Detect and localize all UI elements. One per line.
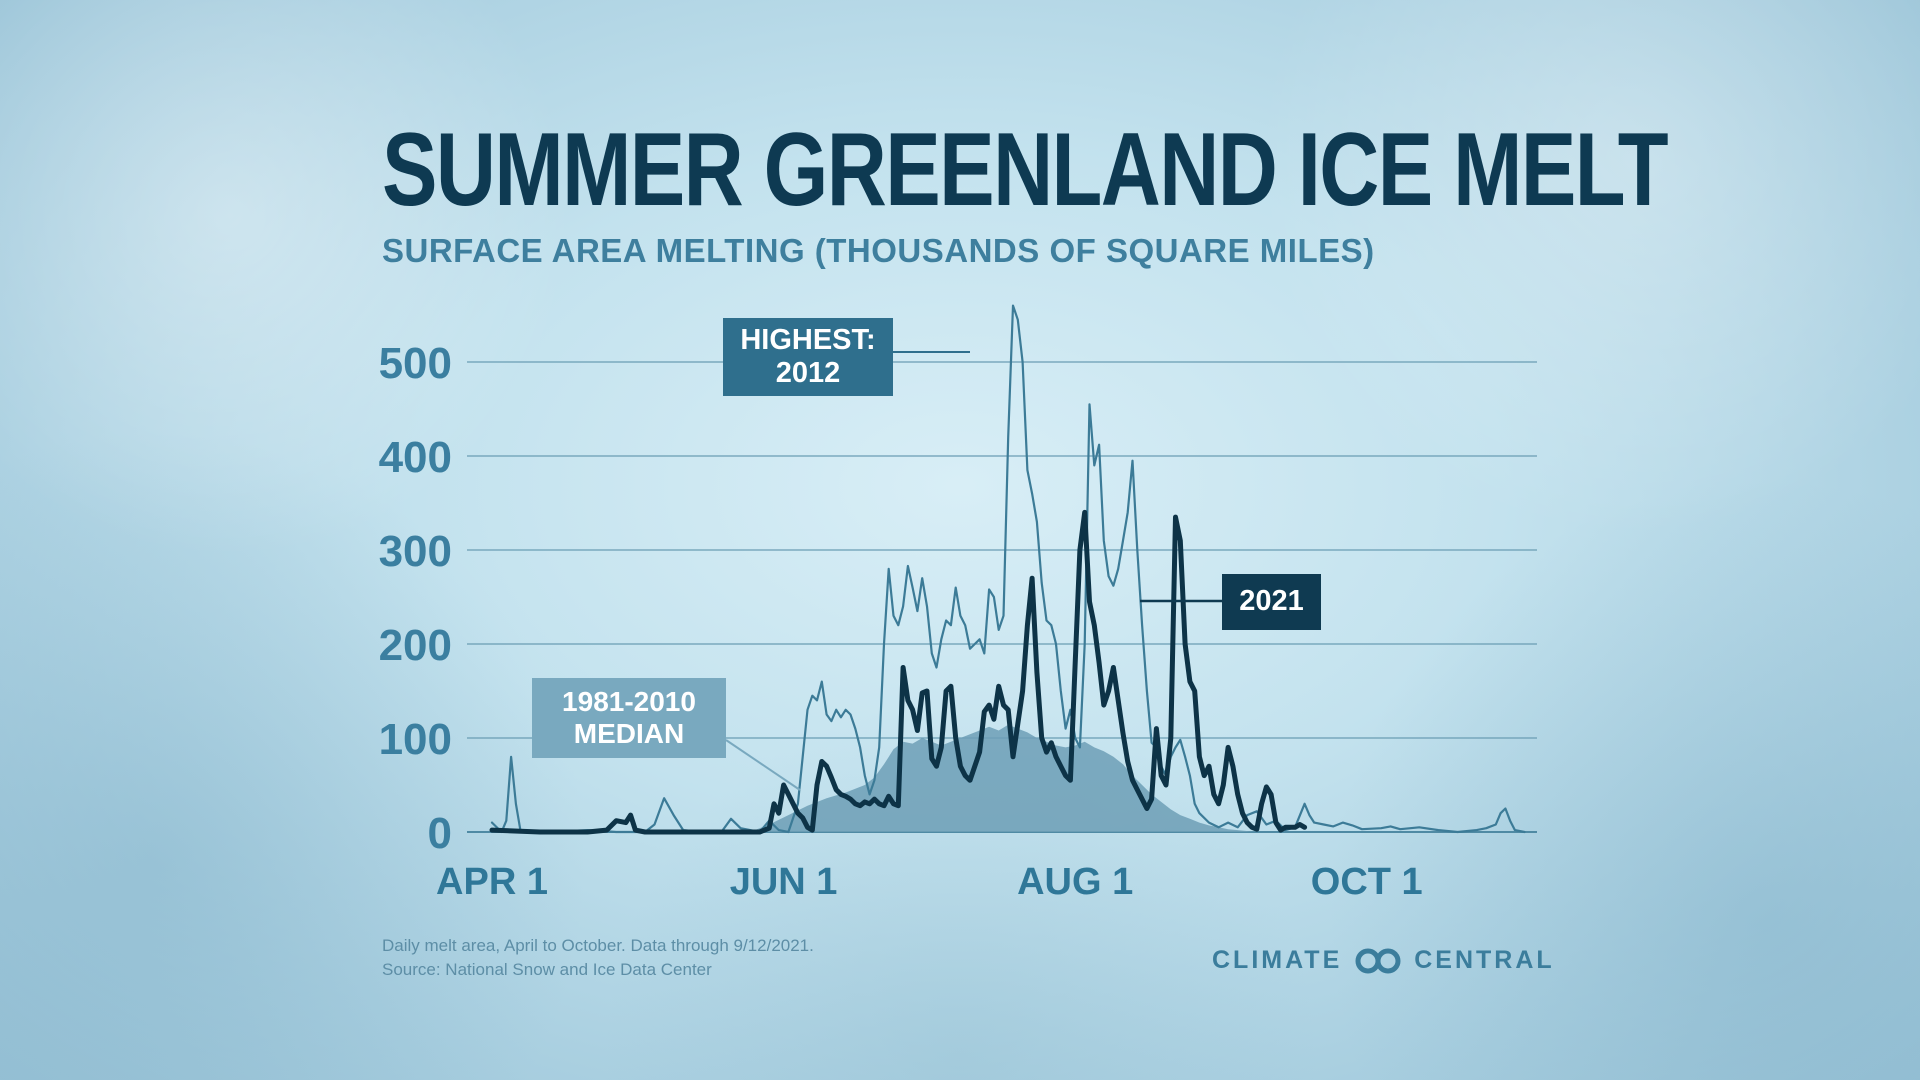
data-series: [489, 304, 1526, 835]
leader-median: [725, 739, 801, 791]
x-tick-jun-1: JUN 1: [730, 861, 838, 903]
y-tick-100: 100: [379, 715, 452, 764]
footnote: Daily melt area, April to October. Data …: [382, 934, 814, 982]
chart-subtitle: SURFACE AREA MELTING (THOUSANDS OF SQUAR…: [382, 232, 1375, 269]
y-axis-ticks: 0 100 200 300 400 500: [379, 339, 452, 858]
y-tick-300: 300: [379, 527, 452, 576]
linked-rings-icon: [1355, 948, 1401, 973]
series-area-1981-2010-median: [750, 724, 1257, 832]
callout-highest-year: 2012: [775, 357, 841, 389]
x-tick-oct-1: OCT 1: [1311, 861, 1423, 903]
x-tick-apr-1: APR 1: [436, 861, 548, 903]
callout-2021-label: 2021: [1239, 585, 1304, 618]
chart-title: SUMMER GREENLAND ICE MELT: [382, 112, 1669, 228]
callout-leaders: [725, 351, 1222, 791]
y-tick-0: 0: [428, 809, 452, 858]
callout-2021: 2021: [1222, 574, 1321, 630]
y-tick-400: 400: [379, 433, 452, 482]
x-axis-ticks: APR 1 JUN 1 AUG 1 OCT 1: [436, 861, 1423, 903]
callout-median-label: MEDIAN: [573, 718, 685, 749]
y-tick-500: 500: [379, 339, 452, 388]
brand-word-right: CENTRAL: [1414, 946, 1555, 974]
x-tick-aug-1: AUG 1: [1017, 861, 1133, 903]
series-line-2021: [489, 509, 1308, 835]
footnote-line-1: Daily melt area, April to October. Data …: [382, 936, 814, 955]
callout-median: 1981-2010 MEDIAN: [532, 678, 726, 758]
brand-word-left: CLIMATE: [1212, 946, 1343, 974]
footnote-line-2: Source: National Snow and Ice Data Cente…: [382, 960, 712, 979]
callout-highest-label: HIGHEST:: [740, 323, 876, 356]
callout-highest-2012: HIGHEST: 2012: [723, 318, 893, 396]
callout-median-years: 1981-2010: [562, 685, 696, 717]
climate-central-logo: CLIMATE CENTRAL: [1212, 946, 1555, 975]
y-tick-200: 200: [379, 621, 452, 670]
